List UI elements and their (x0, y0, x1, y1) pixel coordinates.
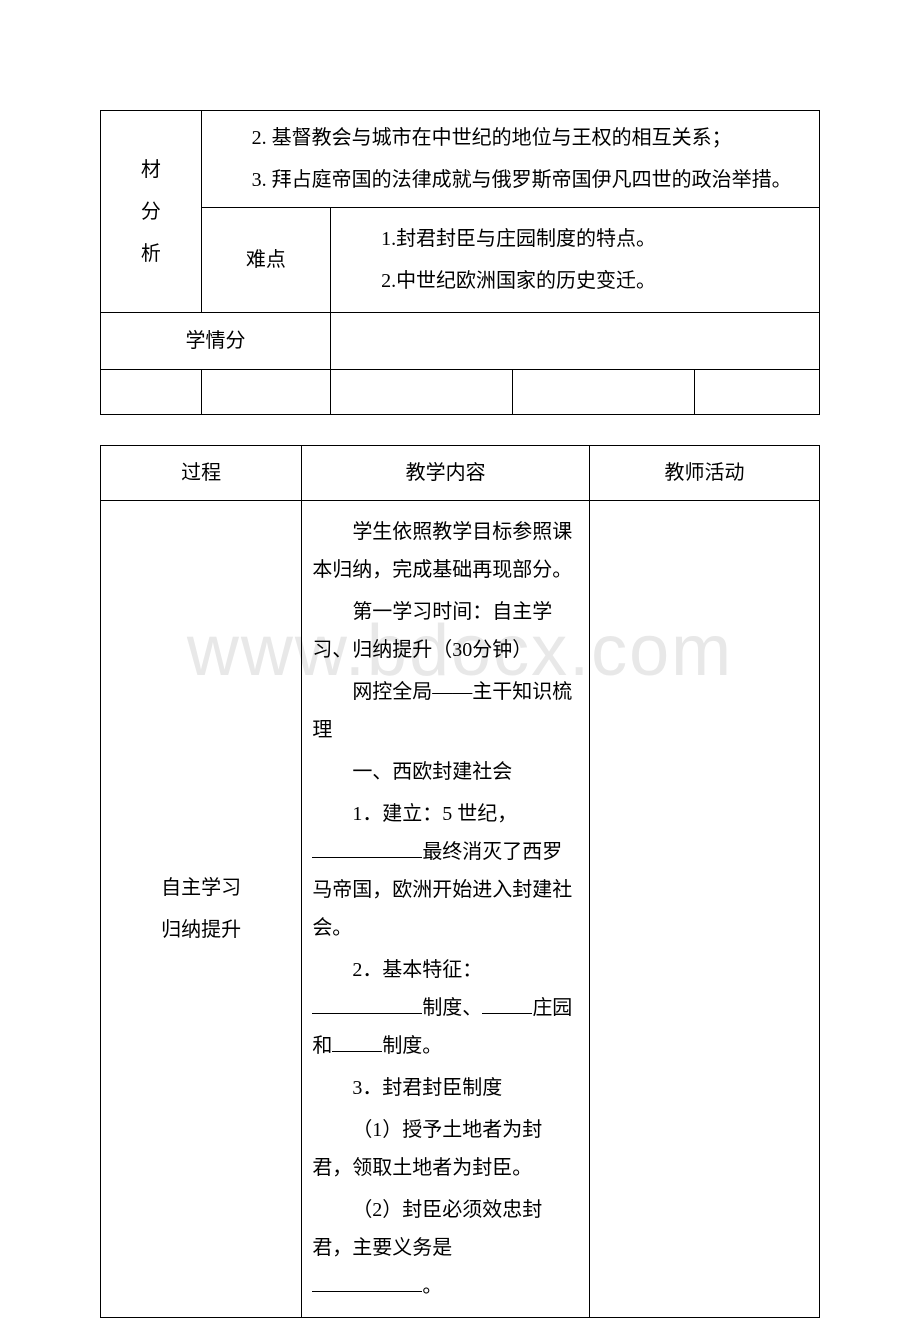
blank-3 (482, 991, 532, 1014)
blank-5 (312, 1269, 422, 1292)
t2-p6-mid1: 制度、 (422, 997, 482, 1019)
t2-left-cell: 自主学习 归纳提升 (101, 501, 302, 1318)
t2-content-cell: 学生依照教学目标参照课本归纳，完成基础再现部分。 第一学习时间：自主学习、归纳提… (302, 501, 590, 1318)
table-2: 过程 教学内容 教师活动 自主学习 归纳提升 学生依照教学目标参照课本归纳，完成… (100, 445, 820, 1318)
t2-p4: 一、西欧封建社会 (312, 753, 579, 791)
t1-left-label: 材 分 析 (101, 111, 202, 313)
table-1: 材 分 析 2. 基督教会与城市在中世纪的地位与王权的相互关系； 3. 拜占庭帝… (100, 110, 820, 415)
page-content: 材 分 析 2. 基督教会与城市在中世纪的地位与王权的相互关系； 3. 拜占庭帝… (0, 0, 920, 1318)
t1-empty-sub2 (513, 370, 695, 414)
blank-1 (312, 835, 422, 858)
blank-4 (332, 1029, 382, 1052)
t2-p9-pre: （2）封臣必须效忠封君，主要义务是 (312, 1199, 542, 1259)
t2-p9-post: 。 (422, 1275, 442, 1297)
t2-p3: 网控全局——主干知识梳理 (312, 673, 579, 749)
t1-empty-c3 (331, 370, 820, 415)
t1-empty-c1 (101, 370, 202, 415)
t2-p7: 3．封君封臣制度 (312, 1069, 579, 1107)
t1-left-char1: 材 (111, 151, 191, 189)
t2-p8: （1）授予土地者为封君，领取土地者为封臣。 (312, 1111, 579, 1187)
t1-difficulty-cell: 1.封君封臣与庄园制度的特点。 2.中世纪欧洲国家的历史变迁。 (331, 208, 820, 313)
t2-p2: 第一学习时间：自主学习、归纳提升（30分钟） (312, 593, 579, 669)
t1-empty-c2 (201, 370, 330, 415)
t2-p6: 2．基本特征：制度、庄园和制度。 (312, 951, 579, 1065)
t2-left-line1: 自主学习 (111, 869, 291, 907)
t1-left-char2: 分 (111, 193, 191, 231)
t2-right-cell (589, 501, 819, 1318)
t1-diff-line1: 1.封君封臣与庄园制度的特点。 (341, 220, 809, 258)
t1-diff-line2: 2.中世纪欧洲国家的历史变迁。 (341, 262, 809, 300)
t2-p9: （2）封臣必须效忠封君，主要义务是。 (312, 1191, 579, 1305)
blank-2 (312, 991, 422, 1014)
t2-hdr-2: 教学内容 (302, 446, 590, 501)
t1-empty-sub3 (695, 370, 819, 414)
t1-merge-cell: 2. 基督教会与城市在中世纪的地位与王权的相互关系； 3. 拜占庭帝国的法律成就… (201, 111, 819, 208)
t2-p1: 学生依照教学目标参照课本归纳，完成基础再现部分。 (312, 513, 579, 589)
t1-difficulty-label: 难点 (201, 208, 330, 313)
t2-p6-pre: 2．基本特征： (352, 959, 482, 981)
t1-situation-label: 学情分 (101, 313, 331, 370)
t2-p5: 1．建立：5 世纪，最终消灭了西罗马帝国，欧洲开始进入封建社会。 (312, 795, 579, 947)
t1-empty-sub1 (331, 370, 513, 414)
t2-hdr-1: 过程 (101, 446, 302, 501)
t2-hdr-3: 教师活动 (589, 446, 819, 501)
t2-p5-pre: 1．建立：5 世纪， (352, 803, 517, 825)
t2-left-line2: 归纳提升 (111, 911, 291, 949)
t2-p6-post: 制度。 (382, 1035, 442, 1057)
t1-situation-cell (331, 313, 820, 370)
t1-merge-line2: 3. 拜占庭帝国的法律成就与俄罗斯帝国伊凡四世的政治举措。 (212, 161, 809, 199)
t1-merge-line1: 2. 基督教会与城市在中世纪的地位与王权的相互关系； (212, 119, 809, 157)
t1-left-char3: 析 (111, 235, 191, 273)
